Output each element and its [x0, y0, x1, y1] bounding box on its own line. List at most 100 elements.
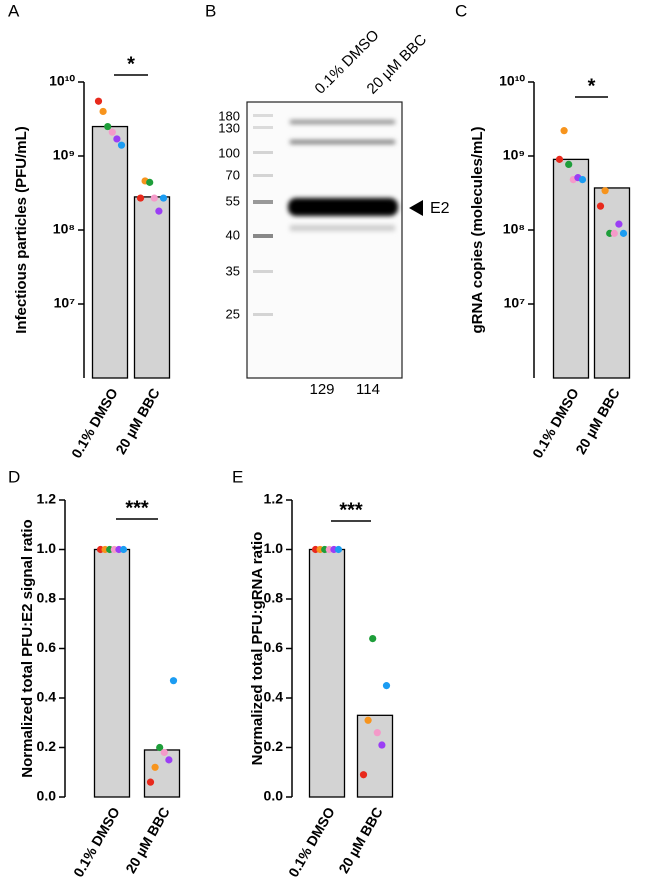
- replicate-point: [94, 97, 103, 105]
- ladder: [253, 114, 273, 316]
- replicate-point: [117, 141, 126, 149]
- replicate-point: [165, 756, 173, 764]
- band-arrow: [409, 200, 423, 216]
- bar: [593, 187, 631, 379]
- replicate-point: [108, 128, 116, 136]
- y-tick-label: 0.4: [264, 689, 284, 705]
- x-tick-label: 20 µM BBC: [112, 385, 163, 457]
- replicate-point: [99, 107, 107, 116]
- panel-letter: A: [8, 1, 20, 20]
- y-tick-label: 10⁹: [503, 147, 525, 163]
- quantification: 114: [356, 381, 380, 398]
- replicate-point: [378, 741, 386, 749]
- marker-label: 40: [226, 227, 240, 242]
- replicate-point: [136, 194, 145, 202]
- x-tick-label: 20 µM BBC: [122, 804, 173, 876]
- significance-label: ***: [339, 499, 363, 521]
- y-tick-label: 10⁹: [53, 147, 75, 163]
- y-tick-label: 10¹⁰: [499, 73, 525, 89]
- marker-label: 70: [226, 167, 240, 182]
- marker-label: 130: [218, 120, 240, 135]
- y-tick-label: 0.8: [37, 590, 57, 606]
- bar: [93, 548, 131, 798]
- significance-label: *: [588, 75, 596, 97]
- x-tick-label: 0.1% DMSO: [285, 804, 338, 879]
- marker-label: 25: [226, 306, 240, 321]
- replicate-point: [156, 743, 164, 752]
- marker-label: 180: [218, 108, 240, 123]
- replicate-point: [578, 175, 587, 184]
- replicate-point: [619, 229, 628, 237]
- y-tick-label: 0.6: [264, 639, 284, 655]
- y-tick-label: 10⁸: [53, 221, 75, 237]
- y-axis-title: Normalized total PFU:gRNA ratio: [249, 532, 266, 766]
- y-tick-label: 0.6: [37, 639, 57, 655]
- y-axis-title: Normalized total PFU:E2 signal ratio: [19, 519, 36, 777]
- significance-label: *: [127, 53, 135, 75]
- bar: [356, 714, 394, 798]
- y-tick-label: 10⁷: [504, 295, 526, 311]
- replicate-point: [104, 122, 112, 131]
- replicate-point: [159, 194, 168, 202]
- replicate-point: [615, 220, 623, 228]
- y-tick-label: 10⁷: [54, 295, 76, 311]
- replicate-point: [596, 202, 605, 210]
- replicate-point: [359, 771, 368, 779]
- blot-bands: [288, 120, 398, 231]
- y-tick-label: 0.0: [264, 788, 284, 804]
- y-tick-label: 1.2: [264, 491, 284, 507]
- replicate-point: [160, 748, 168, 757]
- y-axis-title: Infectious particles (PFU/mL): [13, 126, 30, 334]
- replicate-point: [146, 178, 154, 186]
- y-tick-label: 1.0: [264, 540, 284, 556]
- bar: [133, 196, 171, 379]
- replicate-point: [555, 155, 564, 163]
- x-tick-label: 20 µM BBC: [335, 804, 386, 876]
- y-tick-label: 0.8: [264, 590, 284, 606]
- y-tick-label: 0.0: [37, 788, 57, 804]
- marker-label: 35: [226, 263, 240, 278]
- replicate-point: [146, 778, 155, 786]
- replicate-point: [155, 207, 163, 215]
- replicate-point: [610, 229, 618, 237]
- replicate-point: [119, 545, 128, 554]
- bar: [143, 749, 181, 798]
- panel-letter: D: [8, 467, 20, 486]
- replicate-point: [373, 729, 381, 737]
- y-tick-label: 10¹⁰: [49, 73, 75, 89]
- bar: [552, 158, 590, 379]
- blot-frame: [246, 101, 403, 379]
- replicate-point: [369, 635, 377, 643]
- y-axis-title: gRNA copies (molecules/mL): [469, 127, 486, 334]
- panel-letter: E: [232, 467, 243, 486]
- replicate-point: [560, 127, 568, 135]
- bar: [91, 125, 129, 379]
- y-tick-label: 1.2: [37, 491, 57, 507]
- band-label: E2: [430, 200, 450, 217]
- y-tick-label: 0.4: [37, 689, 57, 705]
- replicate-point: [364, 716, 372, 724]
- y-tick-label: 0.2: [264, 738, 284, 754]
- marker-label: 100: [218, 145, 240, 160]
- replicate-point: [150, 194, 158, 202]
- replicate-point: [151, 763, 159, 771]
- replicate-point: [382, 682, 391, 690]
- significance-label: ***: [125, 497, 149, 519]
- replicate-point: [601, 187, 609, 195]
- y-tick-label: 0.2: [37, 738, 57, 754]
- panel-letter: B: [205, 1, 216, 20]
- y-tick-label: 1.0: [37, 540, 57, 556]
- replicate-point: [113, 135, 121, 143]
- bar: [308, 548, 346, 798]
- quantification: 129: [309, 381, 334, 398]
- replicate-point: [169, 677, 178, 685]
- replicate-point: [334, 545, 343, 554]
- marker-label: 55: [226, 193, 240, 208]
- y-tick-label: 10⁸: [503, 221, 525, 237]
- replicate-point: [565, 160, 573, 168]
- panel-letter: C: [455, 1, 467, 20]
- x-tick-label: 0.1% DMSO: [70, 804, 123, 879]
